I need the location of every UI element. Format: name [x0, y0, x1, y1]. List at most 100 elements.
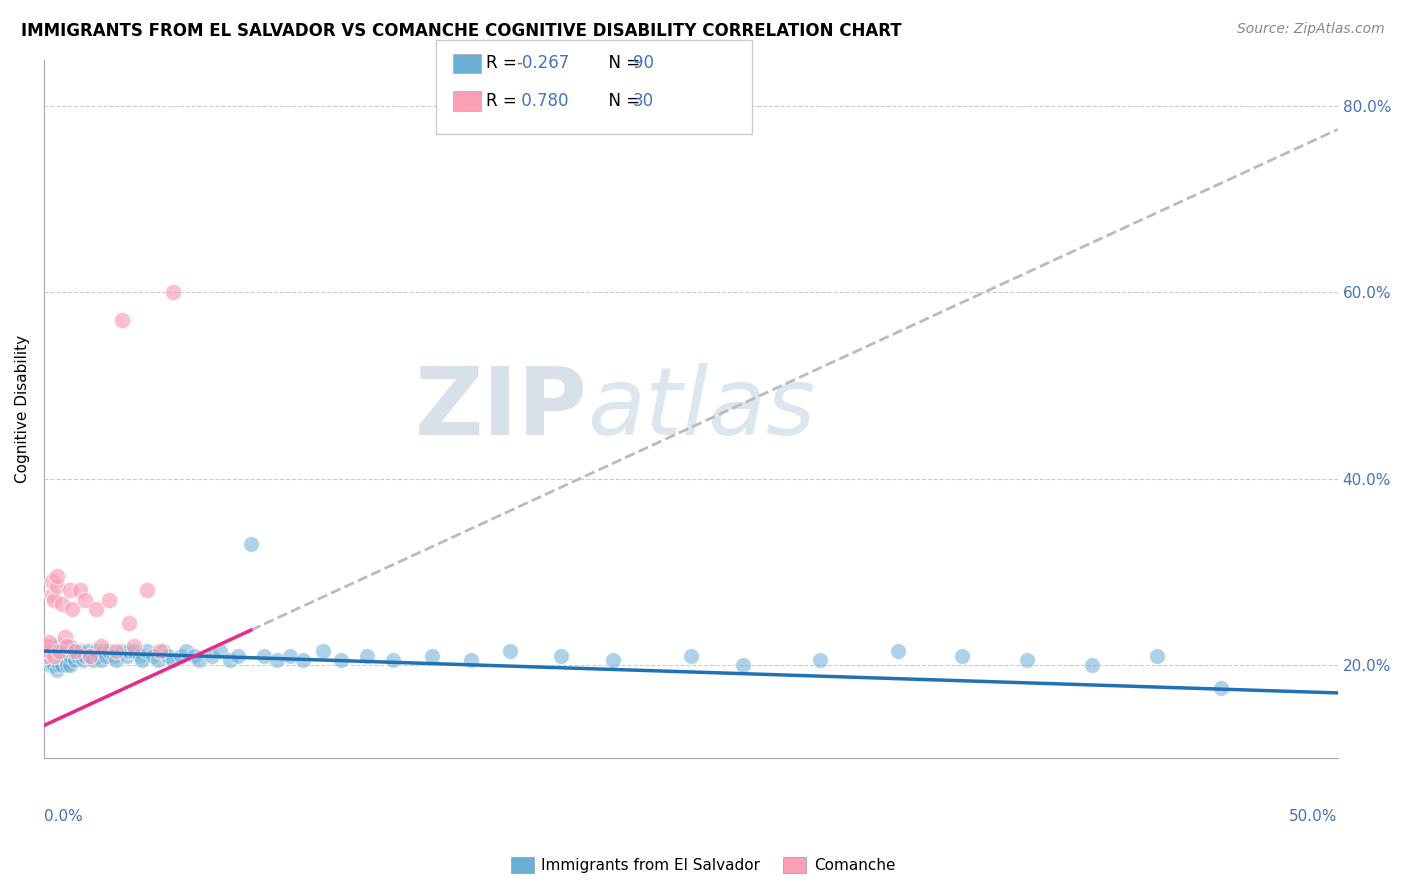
Point	[63, 644, 86, 658]
Point	[208, 644, 231, 658]
Point	[56, 644, 79, 658]
Point	[110, 644, 132, 658]
Point	[66, 648, 89, 663]
Point	[149, 644, 172, 658]
Point	[115, 648, 138, 663]
Point	[38, 644, 60, 658]
Point	[105, 644, 128, 658]
Point	[90, 640, 112, 654]
Point	[278, 648, 301, 663]
Text: R =: R =	[486, 92, 517, 110]
Point	[35, 648, 58, 663]
Text: 90: 90	[633, 54, 654, 72]
Point	[59, 583, 82, 598]
Point	[1211, 681, 1233, 696]
Point	[69, 583, 91, 598]
Point	[84, 644, 107, 658]
Point	[45, 579, 67, 593]
Point	[131, 653, 153, 667]
Point	[183, 648, 205, 663]
Point	[157, 648, 180, 663]
Point	[124, 640, 146, 654]
Point	[44, 592, 66, 607]
Legend: Immigrants from El Salvador, Comanche: Immigrants from El Salvador, Comanche	[505, 851, 901, 880]
Point	[1017, 653, 1039, 667]
Text: 0.780: 0.780	[516, 92, 568, 110]
Point	[312, 644, 335, 658]
Point	[41, 644, 63, 658]
Point	[48, 657, 70, 672]
Point	[291, 653, 314, 667]
Text: 50.0%: 50.0%	[1289, 809, 1337, 824]
Point	[38, 640, 60, 654]
Point	[51, 598, 73, 612]
Point	[44, 657, 66, 672]
Point	[45, 569, 67, 583]
Point	[63, 653, 86, 667]
Point	[35, 644, 58, 658]
Point	[60, 644, 83, 658]
Point	[731, 657, 754, 672]
Point	[77, 644, 100, 658]
Point	[35, 648, 58, 663]
Point	[420, 648, 443, 663]
Point	[94, 648, 117, 663]
Point	[82, 653, 104, 667]
Point	[266, 653, 288, 667]
Point	[808, 653, 831, 667]
Point	[53, 630, 76, 644]
Point	[110, 313, 132, 327]
Point	[59, 640, 82, 654]
Point	[118, 616, 141, 631]
Point	[48, 640, 70, 654]
Point	[35, 653, 58, 667]
Point	[51, 657, 73, 672]
Point	[56, 640, 79, 654]
Point	[79, 648, 101, 663]
Point	[75, 648, 97, 663]
Point	[382, 653, 405, 667]
Point	[41, 588, 63, 602]
Point	[59, 657, 82, 672]
Point	[79, 648, 101, 663]
Text: Source: ZipAtlas.com: Source: ZipAtlas.com	[1237, 22, 1385, 37]
Text: atlas: atlas	[588, 363, 815, 454]
Text: ZIP: ZIP	[415, 363, 588, 455]
Point	[174, 644, 197, 658]
Point	[51, 644, 73, 658]
Point	[72, 653, 94, 667]
Point	[550, 648, 572, 663]
Point	[142, 648, 165, 663]
Point	[45, 644, 67, 658]
Point	[45, 653, 67, 667]
Point	[97, 592, 120, 607]
Point	[136, 583, 159, 598]
Point	[170, 648, 193, 663]
Point	[152, 644, 174, 658]
Point	[41, 653, 63, 667]
Point	[38, 657, 60, 672]
Point	[60, 602, 83, 616]
Point	[90, 653, 112, 667]
Point	[45, 663, 67, 677]
Point	[188, 653, 211, 667]
Y-axis label: Cognitive Disability: Cognitive Disability	[15, 334, 30, 483]
Point	[35, 640, 58, 654]
Text: IMMIGRANTS FROM EL SALVADOR VS COMANCHE COGNITIVE DISABILITY CORRELATION CHART: IMMIGRANTS FROM EL SALVADOR VS COMANCHE …	[21, 22, 901, 40]
Point	[69, 644, 91, 658]
Point	[118, 644, 141, 658]
Point	[498, 644, 520, 658]
Text: R =: R =	[486, 54, 517, 72]
Point	[38, 634, 60, 648]
Point	[59, 648, 82, 663]
Point	[219, 653, 242, 667]
Point	[44, 644, 66, 658]
Point	[602, 653, 624, 667]
Point	[103, 648, 125, 663]
Text: N =: N =	[598, 54, 640, 72]
Point	[356, 648, 378, 663]
Point	[48, 644, 70, 658]
Point	[679, 648, 702, 663]
Point	[41, 640, 63, 654]
Point	[48, 648, 70, 663]
